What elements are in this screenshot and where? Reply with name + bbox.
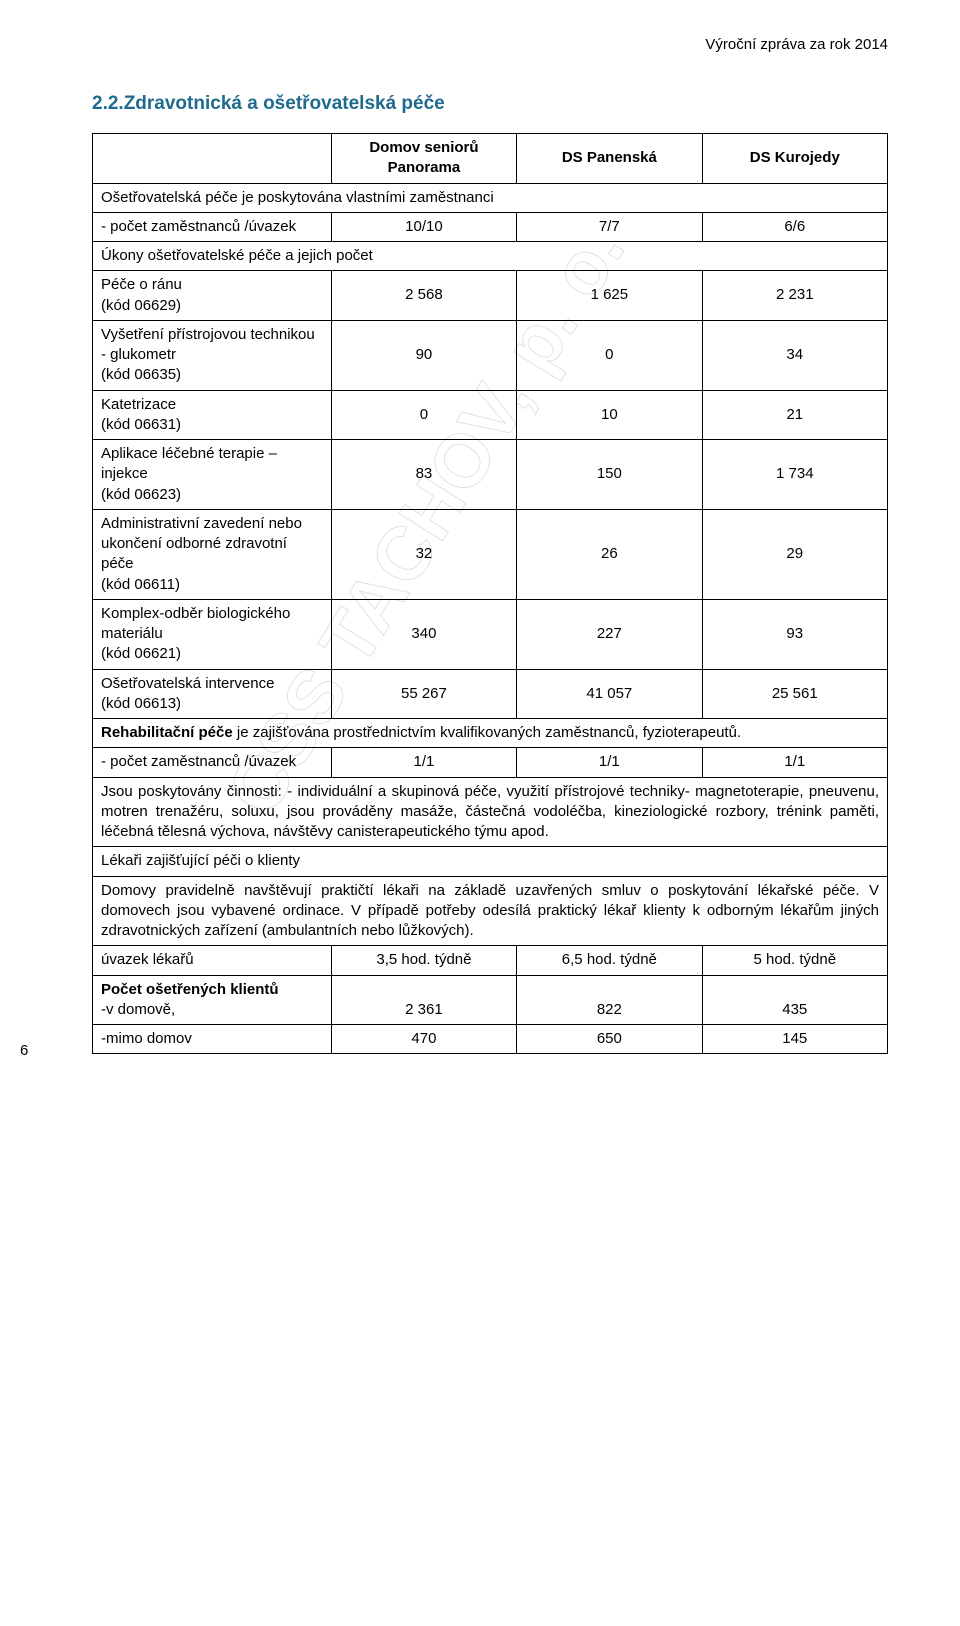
page-header: Výroční zpráva za rok 2014 <box>92 36 888 53</box>
row-label: - počet zaměstnanců /úvazek <box>93 748 332 777</box>
cell: 6,5 hod. týdně <box>517 946 702 975</box>
cell: 10 <box>517 390 702 440</box>
cell: 29 <box>702 509 887 599</box>
table-row: Počet ošetřených klientů -v domově, 2 36… <box>93 975 888 1025</box>
cell: 21 <box>702 390 887 440</box>
row-label: úvazek lékařů <box>93 946 332 975</box>
cell: 55 267 <box>331 669 516 719</box>
row-label: Péče o ránu (kód 06629) <box>93 271 332 321</box>
page-number: 6 <box>20 1042 816 1059</box>
row-label: Vyšetření přístrojovou technikou - gluko… <box>93 320 332 390</box>
cell: 34 <box>702 320 887 390</box>
cell: 227 <box>517 599 702 669</box>
row-span-ukony: Úkony ošetřovatelské péče a jejich počet <box>93 242 888 271</box>
row-label: Komplex-odběr biologického materiálu (kó… <box>93 599 332 669</box>
row-label: Administrativní zavedení nebo ukončení o… <box>93 509 332 599</box>
head-col3: DS Kurojedy <box>702 134 887 184</box>
cell: 2 231 <box>702 271 887 321</box>
pocet-osetrenych-bold: Počet ošetřených klientů <box>101 980 323 1000</box>
cell: 1/1 <box>702 748 887 777</box>
table-row: - počet zaměstnanců /úvazek 10/10 7/7 6/… <box>93 212 888 241</box>
rehab-rest: je zajišťována prostřednictvím kvalifiko… <box>233 724 741 741</box>
cell: 6/6 <box>702 212 887 241</box>
table-row: - počet zaměstnanců /úvazek 1/1 1/1 1/1 <box>93 748 888 777</box>
table-row: Péče o ránu (kód 06629) 2 568 1 625 2 23… <box>93 271 888 321</box>
row-label: Počet ošetřených klientů -v domově, <box>93 975 332 1025</box>
cell: 26 <box>517 509 702 599</box>
table-row: úvazek lékařů 3,5 hod. týdně 6,5 hod. tý… <box>93 946 888 975</box>
cell: 822 <box>517 975 702 1025</box>
table-row: Komplex-odběr biologického materiálu (kó… <box>93 599 888 669</box>
cell: 83 <box>331 440 516 510</box>
row-span-osetrovatelska: Ošetřovatelská péče je poskytována vlast… <box>93 183 888 212</box>
cell: 1 625 <box>517 271 702 321</box>
cell: 32 <box>331 509 516 599</box>
cell: 435 <box>702 975 887 1025</box>
table-row: Administrativní zavedení nebo ukončení o… <box>93 509 888 599</box>
cell: 25 561 <box>702 669 887 719</box>
row-span-cinnosti: Jsou poskytovány činnosti: - individuáln… <box>93 777 888 847</box>
row-span-rehab: Rehabilitační péče je zajišťována prostř… <box>93 719 888 748</box>
cell: 0 <box>331 390 516 440</box>
table-row: Aplikace léčebné terapie – injekce (kód … <box>93 440 888 510</box>
rehab-bold: Rehabilitační péče <box>101 724 233 741</box>
cell: 5 hod. týdně <box>702 946 887 975</box>
cell: 90 <box>331 320 516 390</box>
head-blank <box>93 134 332 184</box>
cell: 93 <box>702 599 887 669</box>
table-row: Vyšetření přístrojovou technikou - gluko… <box>93 320 888 390</box>
v-domove: -v domově, <box>101 1001 175 1018</box>
table-head-row: Domov seniorů Panorama DS Panenská DS Ku… <box>93 134 888 184</box>
cell: 1 734 <box>702 440 887 510</box>
head-col2: DS Panenská <box>517 134 702 184</box>
section-title: 2.2.Zdravotnická a ošetřovatelská péče <box>92 93 888 115</box>
cell: 1/1 <box>331 748 516 777</box>
row-label: Ošetřovatelská intervence (kód 06613) <box>93 669 332 719</box>
row-span-lekari-text: Domovy pravidelně navštěvují praktičtí l… <box>93 876 888 946</box>
cell: 2 568 <box>331 271 516 321</box>
table-row: Katetrizace (kód 06631) 0 10 21 <box>93 390 888 440</box>
cell: 3,5 hod. týdně <box>331 946 516 975</box>
head-col1: Domov seniorů Panorama <box>331 134 516 184</box>
cell: 0 <box>517 320 702 390</box>
cell: 150 <box>517 440 702 510</box>
cell: 10/10 <box>331 212 516 241</box>
row-label: Aplikace léčebné terapie – injekce (kód … <box>93 440 332 510</box>
cell: 41 057 <box>517 669 702 719</box>
cell: 340 <box>331 599 516 669</box>
table-row: Ošetřovatelská intervence (kód 06613) 55… <box>93 669 888 719</box>
cell: 2 361 <box>331 975 516 1025</box>
main-table: Domov seniorů Panorama DS Panenská DS Ku… <box>92 133 888 1054</box>
cell: 7/7 <box>517 212 702 241</box>
cell: 1/1 <box>517 748 702 777</box>
row-label: - počet zaměstnanců /úvazek <box>93 212 332 241</box>
row-label: Katetrizace (kód 06631) <box>93 390 332 440</box>
row-span-lekari-heading: Lékaři zajišťující péči o klienty <box>93 847 888 876</box>
